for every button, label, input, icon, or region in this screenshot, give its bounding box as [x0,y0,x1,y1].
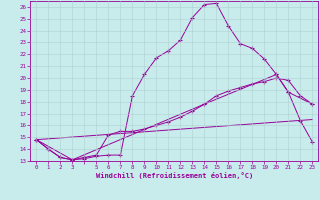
X-axis label: Windchill (Refroidissement éolien,°C): Windchill (Refroidissement éolien,°C) [96,172,253,179]
